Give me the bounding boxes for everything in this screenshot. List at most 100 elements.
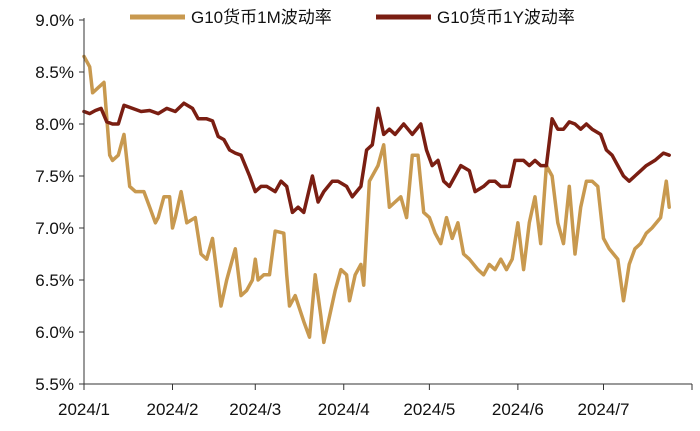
data-point [522,159,525,162]
x-tick-label: 2024/3 [229,400,281,419]
data-point [211,237,214,240]
data-point [394,133,396,136]
data-point [328,315,331,318]
data-point [371,144,374,146]
data-point [168,196,171,198]
data-point [448,185,451,188]
data-point [240,294,242,297]
data-point [220,305,222,307]
data-point [217,135,219,138]
data-point [174,110,177,113]
data-point [557,128,559,130]
x-tick-label: 2024/2 [146,400,198,419]
data-point [617,164,619,167]
data-point [488,263,491,266]
data-point [651,227,653,229]
data-point [117,123,120,125]
data-point [645,232,648,234]
data-point [377,107,379,110]
data-point [166,107,168,110]
data-point [274,230,277,232]
data-point [668,206,670,208]
data-point [460,164,462,167]
data-point [405,216,408,219]
data-point [148,206,151,208]
data-point [591,128,593,130]
x-tick-label: 2024/7 [578,400,630,419]
data-point [171,227,174,229]
data-point [488,180,491,182]
data-point [611,154,613,156]
data-point [605,149,608,151]
data-point [562,242,565,245]
data-point [462,253,465,255]
data-point [280,180,282,182]
data-point [457,222,459,224]
data-point [360,263,362,266]
data-point [331,180,334,182]
data-point [634,248,636,250]
data-point [442,180,445,182]
data-point [131,107,134,110]
data-point [134,190,137,193]
data-point [265,185,268,188]
data-point [568,121,571,123]
data-point [186,222,188,224]
data-point [522,268,525,271]
data-point [654,159,656,162]
data-point [314,274,317,276]
data-point [368,180,371,182]
data-point [94,109,97,112]
data-point [317,201,319,203]
data-point [337,180,339,182]
data-point [514,159,516,162]
data-point [500,258,502,261]
data-point [323,190,325,193]
data-point [340,268,342,271]
data-point [468,170,471,172]
data-point [425,149,428,151]
data-point [163,196,165,198]
data-point [551,118,553,120]
data-point [505,268,508,271]
data-point [500,185,502,188]
y-tick-label: 7.5% [35,167,74,186]
data-point [400,196,402,198]
data-point [108,154,111,156]
data-point [288,305,291,307]
y-axis: 5.5% 6.0% 6.5% 7.0% 7.5% 8.0% 8.5% 9.0% [35,11,85,394]
data-point [157,112,159,115]
data-point [585,123,588,125]
data-point [191,107,194,110]
data-point [194,216,197,219]
data-point [431,164,434,167]
data-point [257,279,259,281]
data-point [360,185,362,188]
series-line-0 [82,54,671,345]
data-point [545,164,548,167]
data-point [411,154,414,156]
data-point [562,128,565,130]
data-point [628,180,630,182]
data-point [263,274,265,276]
data-point [362,284,365,287]
data-point [437,159,439,162]
data-point [174,216,177,219]
data-point [345,274,348,276]
data-point [494,268,496,271]
data-point [639,242,642,245]
data-point [205,258,208,261]
data-point [662,152,665,154]
data-point [123,133,125,136]
data-point [234,248,237,250]
data-point [382,133,385,136]
data-point [579,206,582,208]
data-point [225,279,228,281]
data-point [100,107,102,110]
y-tick-label: 5.5% [35,375,74,394]
data-point [223,138,225,141]
data-point [508,185,511,188]
data-point [283,232,285,234]
data-point [422,211,425,214]
